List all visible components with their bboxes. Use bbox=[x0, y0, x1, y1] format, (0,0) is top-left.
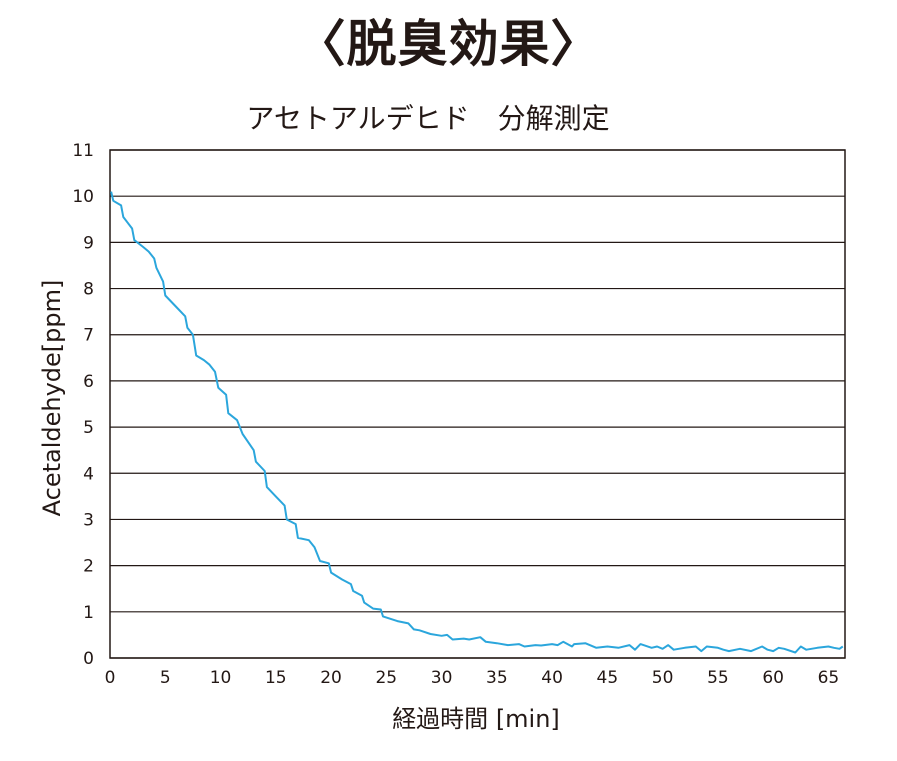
y-tick-label: 9 bbox=[83, 233, 94, 253]
x-tick-label: 5 bbox=[160, 668, 171, 688]
y-tick-label: 10 bbox=[72, 187, 94, 207]
y-tick-label: 8 bbox=[83, 280, 94, 300]
x-tick-label: 35 bbox=[486, 668, 508, 688]
y-tick-label: 5 bbox=[83, 418, 94, 438]
x-tick-label: 0 bbox=[105, 668, 116, 688]
y-tick-label: 3 bbox=[83, 510, 94, 530]
x-tick-label: 10 bbox=[210, 668, 232, 688]
y-axis-label: Acetaldehyde[ppm] bbox=[38, 280, 66, 517]
y-tick-label: 1 bbox=[83, 603, 94, 623]
x-tick-label: 65 bbox=[818, 668, 840, 688]
x-tick-label: 40 bbox=[541, 668, 563, 688]
plot-frame bbox=[109, 149, 846, 659]
x-tick-label: 25 bbox=[375, 668, 397, 688]
y-tick-label: 11 bbox=[72, 141, 94, 161]
y-tick-label: 6 bbox=[83, 372, 94, 392]
y-axis-ticks: 0 1 2 3 4 5 6 7 8 9 10 11 bbox=[72, 141, 94, 669]
x-tick-label: 30 bbox=[431, 668, 453, 688]
y-tick-label: 4 bbox=[83, 464, 94, 484]
x-tick-label: 60 bbox=[762, 668, 784, 688]
x-axis-label: 経過時間 [min] bbox=[392, 705, 560, 733]
series-line bbox=[110, 191, 844, 654]
x-tick-label: 45 bbox=[597, 668, 619, 688]
x-axis-ticks: 0 5 10 15 20 25 30 35 40 45 50 55 60 65 bbox=[105, 668, 840, 688]
x-tick-label: 50 bbox=[652, 668, 674, 688]
x-tick-label: 15 bbox=[265, 668, 287, 688]
y-tick-label: 7 bbox=[83, 326, 94, 346]
y-tick-label: 2 bbox=[83, 557, 94, 577]
x-tick-label: 55 bbox=[707, 668, 729, 688]
y-tick-label: 0 bbox=[83, 649, 94, 669]
x-tick-label: 20 bbox=[320, 668, 342, 688]
chart-title: アセトアルデヒド 分解測定 bbox=[246, 102, 609, 135]
grid-lines bbox=[110, 149, 845, 659]
page-heading: 〈脱臭効果〉 bbox=[295, 15, 602, 73]
